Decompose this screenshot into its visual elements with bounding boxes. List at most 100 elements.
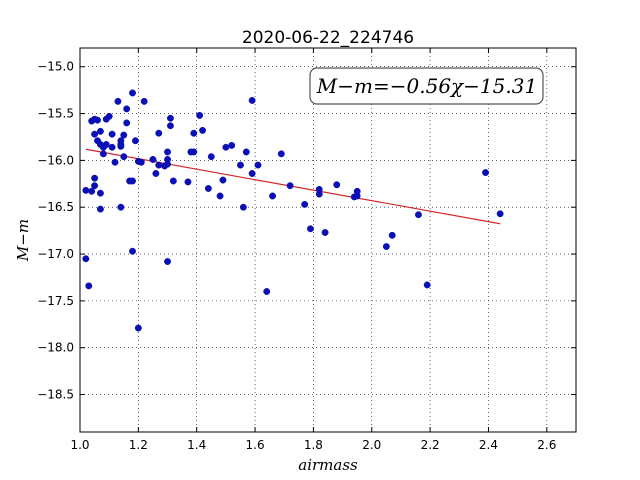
data-point	[91, 182, 99, 190]
y-tick-label: −15.0	[37, 60, 74, 74]
data-point	[91, 130, 99, 138]
data-point	[184, 178, 192, 186]
x-axis-ticks: 1.0 1.2 1.4 1.6 1.8 2.0 2.2 2.4 2.6	[70, 48, 556, 452]
plot-frame	[79, 47, 577, 433]
y-tick-label: −16.5	[37, 200, 74, 214]
data-point	[164, 258, 171, 265]
data-point	[140, 97, 148, 105]
data-point	[108, 143, 116, 151]
y-tick-label: −18.5	[37, 388, 74, 402]
data-point	[248, 96, 256, 104]
data-point	[164, 148, 171, 156]
annotation-frame	[309, 67, 544, 105]
data-point	[102, 141, 110, 148]
data-point	[117, 141, 125, 148]
data-point	[114, 97, 122, 105]
x-tick-label: 2.2	[421, 438, 440, 452]
data-point	[166, 122, 174, 130]
x-tick-label: 1.8	[304, 438, 323, 452]
data-point	[129, 247, 136, 255]
data-point	[277, 150, 285, 158]
grid-lines	[79, 48, 576, 432]
data-point	[196, 111, 204, 119]
data-point	[239, 203, 247, 211]
annotation-text: M−m=−0.56χ−15.31	[316, 74, 537, 98]
data-point	[199, 126, 206, 134]
data-point	[120, 131, 128, 139]
data-point	[117, 203, 125, 211]
x-tick-label: 1.4	[187, 438, 206, 452]
data-point	[414, 211, 422, 219]
data-point	[166, 114, 174, 122]
x-tick-label: 1.0	[70, 438, 89, 452]
y-tick-label: −15.5	[37, 107, 74, 121]
data-point	[190, 148, 198, 156]
data-point	[237, 161, 244, 169]
data-point	[353, 192, 361, 200]
chart-title: 2020-06-22_224746	[242, 28, 414, 48]
data-point	[269, 192, 277, 200]
data-point	[155, 161, 163, 169]
data-points	[82, 89, 504, 332]
x-tick-label: 2.6	[537, 438, 556, 452]
y-tick-label: −17.0	[37, 247, 74, 261]
data-point	[129, 177, 136, 185]
x-tick-label: 2.0	[362, 438, 381, 452]
data-point	[120, 153, 128, 161]
data-point	[382, 243, 390, 251]
data-point	[263, 288, 271, 295]
data-point	[82, 255, 90, 263]
x-tick-label: 1.2	[129, 438, 148, 452]
data-point	[131, 137, 139, 145]
data-point	[307, 225, 314, 233]
data-point	[169, 177, 177, 185]
y-axis-label: M−m	[14, 219, 32, 262]
x-axis-label: airmass	[298, 456, 358, 474]
plot-area	[80, 48, 576, 432]
data-point	[123, 105, 131, 113]
x-tick-label: 2.4	[479, 438, 498, 452]
data-point	[129, 89, 136, 97]
x-tick-label: 1.6	[246, 438, 265, 452]
data-point	[91, 174, 99, 182]
data-point	[254, 161, 262, 169]
data-point	[94, 116, 101, 124]
data-point	[105, 112, 113, 120]
data-point	[164, 160, 171, 168]
y-tick-label: −17.5	[37, 294, 74, 308]
data-point	[333, 181, 341, 189]
data-point	[482, 169, 490, 177]
data-point	[96, 205, 104, 213]
data-point	[228, 141, 236, 149]
data-point	[301, 200, 309, 208]
data-point	[204, 185, 212, 192]
data-point	[242, 148, 250, 156]
data-point	[85, 282, 93, 290]
data-point	[134, 324, 142, 332]
data-point	[286, 182, 294, 190]
data-point	[111, 158, 119, 166]
data-point	[219, 176, 227, 184]
data-point	[496, 210, 504, 218]
data-point	[248, 170, 256, 177]
data-point	[388, 231, 396, 239]
data-point	[190, 129, 198, 137]
y-axis-ticks: −15.0 −15.5 −16.0 −16.5 −17.0 −17.5 −18.0 −18.5	[37, 60, 576, 402]
data-point	[155, 129, 163, 137]
data-point	[123, 119, 131, 127]
data-point	[222, 143, 230, 151]
data-point	[96, 189, 104, 197]
data-point	[321, 229, 329, 236]
y-tick-label: −18.0	[37, 341, 74, 355]
data-point	[137, 158, 145, 166]
data-point	[108, 130, 116, 138]
data-point	[315, 190, 323, 198]
data-point	[88, 187, 96, 195]
data-point	[82, 186, 90, 194]
data-point	[96, 127, 104, 135]
data-point	[207, 153, 215, 161]
data-point	[216, 192, 224, 200]
y-tick-label: −16.0	[37, 153, 74, 167]
data-point	[152, 170, 160, 177]
